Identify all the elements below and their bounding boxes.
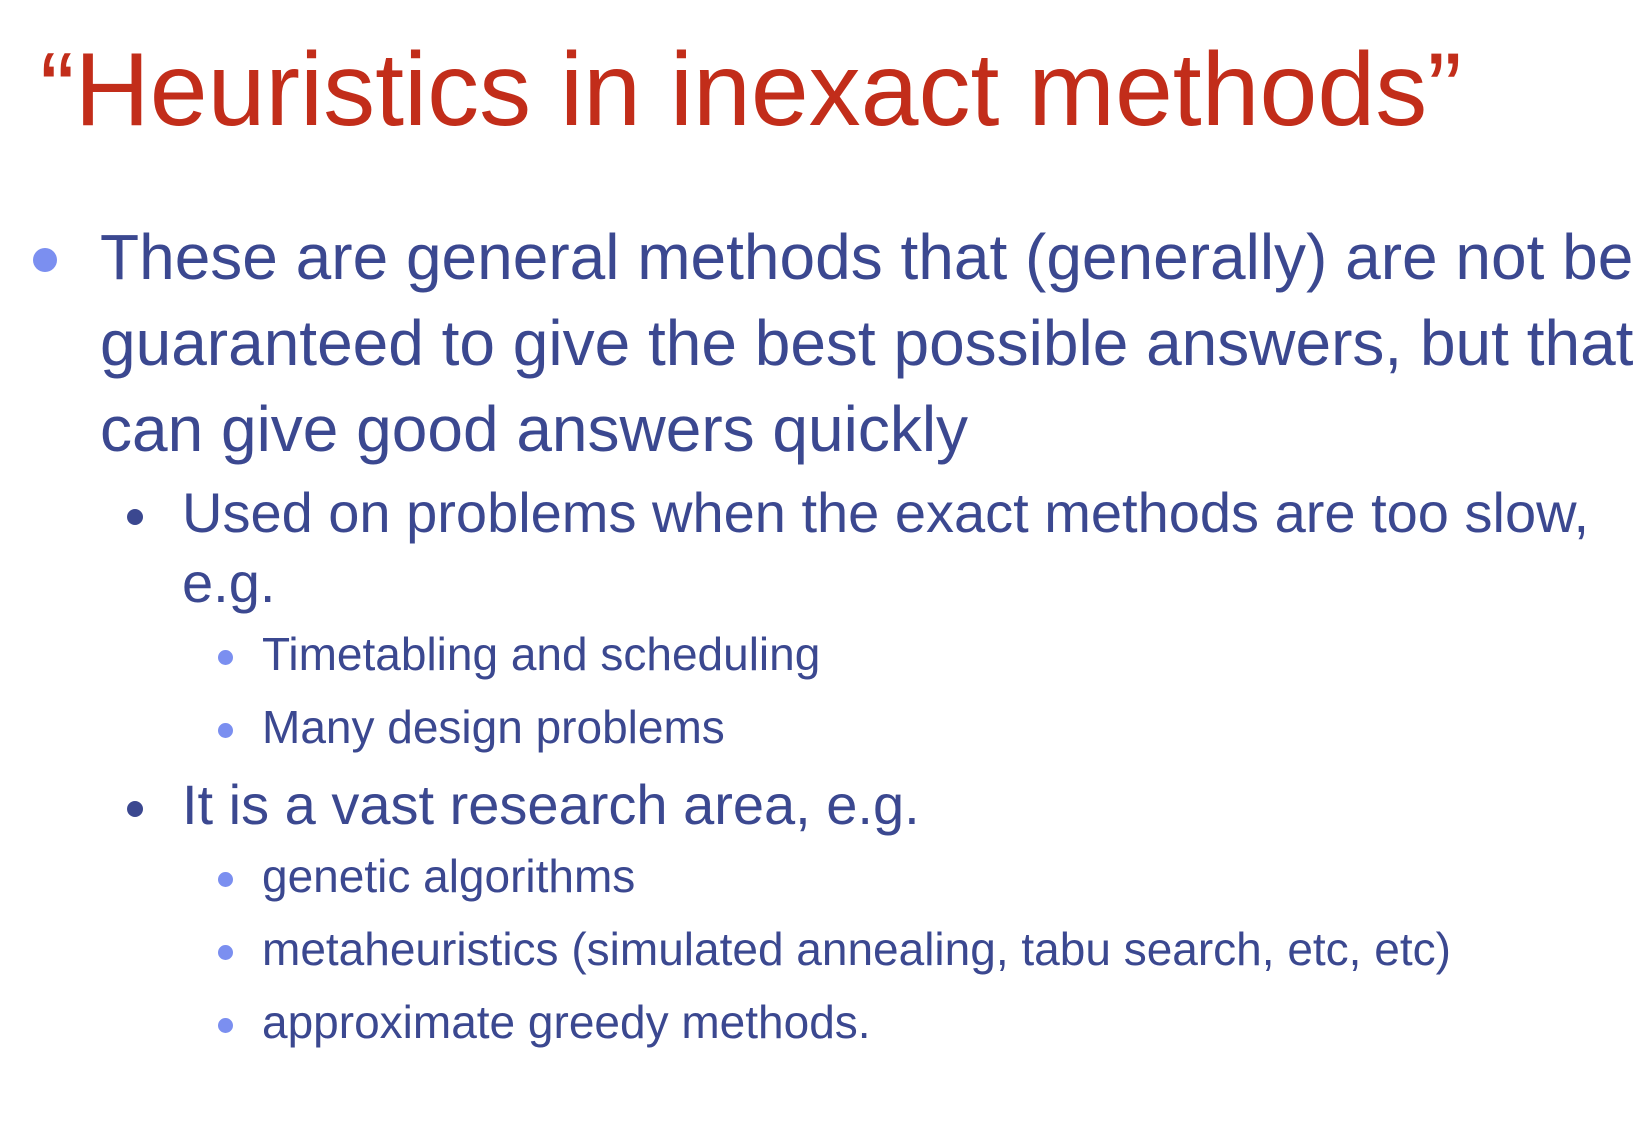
bullet-dot	[127, 801, 143, 817]
bullet-item: Many design problems	[0, 691, 1632, 764]
bullet-text: These are general methods that (generall…	[100, 221, 1634, 465]
bullet-text: approximate greedy methods.	[262, 996, 871, 1048]
bullet-item: metaheuristics (simulated annealing, tab…	[0, 913, 1632, 986]
bullet-dot	[33, 248, 57, 272]
bullet-dot	[218, 1018, 233, 1033]
bullet-item: genetic algorithms	[0, 840, 1632, 913]
bullet-item: Used on problems when the exact methods …	[0, 478, 1622, 764]
bullet-dot	[218, 723, 233, 738]
bullet-dot	[218, 650, 233, 665]
sub-list: Timetabling and scheduling Many design pr…	[182, 618, 1622, 764]
bullet-text: It is a vast research area, e.g.	[182, 773, 920, 836]
bullet-text: genetic algorithms	[262, 850, 636, 902]
bullet-text: Timetabling and scheduling	[262, 628, 821, 680]
sub-list: genetic algorithms metaheuristics (simula…	[182, 840, 1622, 1059]
bullet-text: metaheuristics (simulated annealing, tab…	[262, 923, 1451, 975]
bullet-list: These are general methods that (generall…	[0, 214, 1640, 1059]
bullet-text: Many design problems	[262, 701, 725, 753]
bullet-item: Timetabling and scheduling	[0, 618, 1632, 691]
bullet-dot	[127, 509, 143, 525]
bullet-dot	[218, 945, 233, 960]
slide-title: “Heuristics in inexact methods”	[40, 32, 1462, 148]
bullet-dot	[218, 872, 233, 887]
bullet-item: It is a vast research area, e.g. genetic …	[0, 770, 1622, 1059]
bullet-item: These are general methods that (generall…	[0, 214, 1640, 1059]
bullet-text: Used on problems when the exact methods …	[182, 481, 1589, 614]
sub-list: Used on problems when the exact methods …	[100, 478, 1640, 1059]
bullet-item: approximate greedy methods.	[0, 986, 1632, 1059]
